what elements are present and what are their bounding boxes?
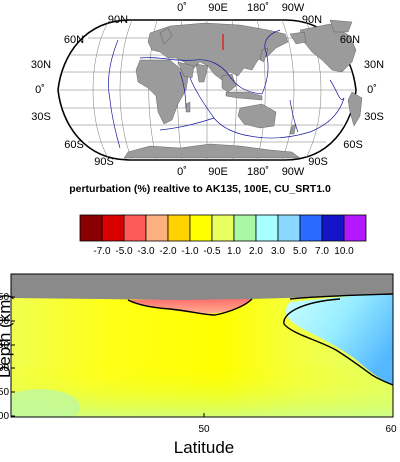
colorbar-tick-label: -0.5 <box>203 246 221 257</box>
eurasia-landmass <box>147 22 289 81</box>
colorbar-tick-label: 10.0 <box>334 246 354 257</box>
map-label-bottom-90e: 90E <box>208 166 228 178</box>
plate-boundary-southwest-indian <box>159 117 215 131</box>
map-label-left-30n: 30N <box>31 59 51 71</box>
slow-anomaly-contour <box>127 298 253 316</box>
colorbar-tick-label: 3.0 <box>271 246 285 257</box>
continents <box>123 19 363 159</box>
colorbar-swatch <box>321 214 345 242</box>
australia-landmass <box>237 103 277 129</box>
colorbar-tick-label: -5.0 <box>115 246 133 257</box>
y-tick-label-300: -300 <box>0 411 9 422</box>
antarctica-landmass <box>123 143 301 159</box>
colorbar-swatch <box>101 214 125 242</box>
map-label-bottom-90s-right: 90S <box>308 156 328 168</box>
map-label-bottom-0: 0˚ <box>177 166 187 178</box>
map-label-right-60s: 60S <box>343 139 363 151</box>
map-label-top-60n-right: 60N <box>340 34 360 46</box>
plate-boundary-atlantic-ridge <box>108 39 121 149</box>
colorbar-swatch <box>167 214 191 242</box>
colorbar-swatch <box>277 214 301 242</box>
y-tick-label-200: -200 <box>0 363 9 374</box>
colorbar-swatch <box>299 214 323 242</box>
map-label-top-90e: 90E <box>208 2 228 14</box>
greenland-landmass <box>329 19 353 33</box>
colorbar-tick-label: 1.0 <box>227 246 241 257</box>
plate-boundary-africa-rift <box>179 71 187 109</box>
map-label-top-90n-right: 90N <box>302 14 322 26</box>
map-label-bottom-90s-left: 90S <box>94 156 114 168</box>
colorbar-labels: -7.0 -5.0 -3.0 -2.0 -1.0 -0.5 1.0 2.0 3.0 5.0 7.0 1… <box>93 246 354 257</box>
fast-anomaly-region <box>285 292 393 385</box>
y-tick-label-100: -100 <box>0 316 9 327</box>
y-tick-label-150: -150 <box>0 340 9 351</box>
section-field <box>11 274 393 417</box>
arabia-landmass <box>177 61 195 79</box>
colorbar-tick-label: -7.0 <box>93 246 111 257</box>
colorbar-swatch <box>79 214 103 242</box>
map-label-top-90w: 90W <box>282 2 305 14</box>
map-label-right-30s: 30S <box>364 111 384 123</box>
world-map: 90N 0˚ 90E 180˚ 90W 90N 60N 60N 30N 0˚ 3… <box>31 2 384 178</box>
map-label-bottom-90w: 90W <box>282 166 305 178</box>
plate-boundary-alpine-himalayan <box>139 57 263 95</box>
map-label-top-90n-left: 90N <box>108 14 128 26</box>
map-label-left-60n: 60N <box>64 34 84 46</box>
figure-title: perturbation (%) realtive to AK135, 100E… <box>69 183 331 195</box>
topography <box>11 274 393 300</box>
colorbar-boxes <box>79 214 367 242</box>
map-label-bottom-180: 180˚ <box>247 166 269 178</box>
plate-boundary-east-pacific <box>329 79 345 100</box>
madagascar-island <box>185 101 191 113</box>
map-label-left-30s: 30S <box>31 111 51 123</box>
slow-anomaly-region <box>128 298 252 314</box>
alaska-landmass <box>289 31 307 45</box>
low-left-anomaly <box>11 389 80 417</box>
plate-boundary-pacific-west <box>261 29 281 95</box>
x-tick-label-60: 60 <box>385 424 397 435</box>
y-tick-label-250: -250 <box>0 387 9 398</box>
depth-section: -50 -100 -150 -200 -250 -300 50 60 Latit… <box>0 273 397 457</box>
southeast-asia-landmass <box>221 73 237 93</box>
colorbar-swatch <box>145 214 169 242</box>
colorbar-swatch <box>123 214 147 242</box>
section-x-ticks: 50 60 <box>198 413 397 435</box>
y-axis-label: Depth (km) <box>0 294 14 378</box>
colorbar-tick-label: 5.0 <box>293 246 307 257</box>
colorbar-swatch <box>233 214 257 242</box>
map-label-right-30n: 30N <box>364 59 384 71</box>
colorbar-swatch <box>343 214 367 242</box>
map-label-top-180: 180˚ <box>247 2 269 14</box>
colorbar-swatch <box>189 214 213 242</box>
colorbar-swatch <box>255 214 279 242</box>
colorbar-tick-label: -1.0 <box>181 246 199 257</box>
plate-boundary-tonga <box>289 99 299 133</box>
plate-boundary-pacific-south <box>249 97 345 139</box>
colorbar-tick-label: 2.0 <box>249 246 263 257</box>
x-tick-label-50: 50 <box>198 424 210 435</box>
colorbar-tick-label: -3.0 <box>137 246 155 257</box>
y-tick-label-50: -50 <box>0 292 9 303</box>
india-landmass <box>195 63 209 83</box>
south-america-landmass <box>347 91 363 127</box>
map-label-top-0: 0˚ <box>177 2 187 14</box>
colorbar-swatch <box>211 214 235 242</box>
map-label-left-60s: 60S <box>64 139 84 151</box>
fast-anomaly-contour <box>283 293 393 386</box>
indonesia-islands <box>225 91 263 101</box>
plate-boundaries <box>108 29 345 149</box>
map-label-left-0: 0˚ <box>35 84 45 96</box>
scandinavia-landmass <box>159 27 173 45</box>
section-y-ticks: -50 -100 -150 -200 -250 -300 <box>0 292 15 422</box>
colorbar-tick-label: 7.0 <box>315 246 329 257</box>
colorbar: -7.0 -5.0 -3.0 -2.0 -1.0 -0.5 1.0 2.0 3.0 5.0 7.0 1… <box>79 214 367 257</box>
x-axis-label: Latitude <box>174 438 235 457</box>
colorbar-tick-label: -2.0 <box>159 246 177 257</box>
map-label-right-0: 0˚ <box>367 84 377 96</box>
new-zealand-islands <box>289 123 297 135</box>
map-labels: 90N 0˚ 90E 180˚ 90W 90N 60N 60N 30N 0˚ 3… <box>31 2 384 178</box>
